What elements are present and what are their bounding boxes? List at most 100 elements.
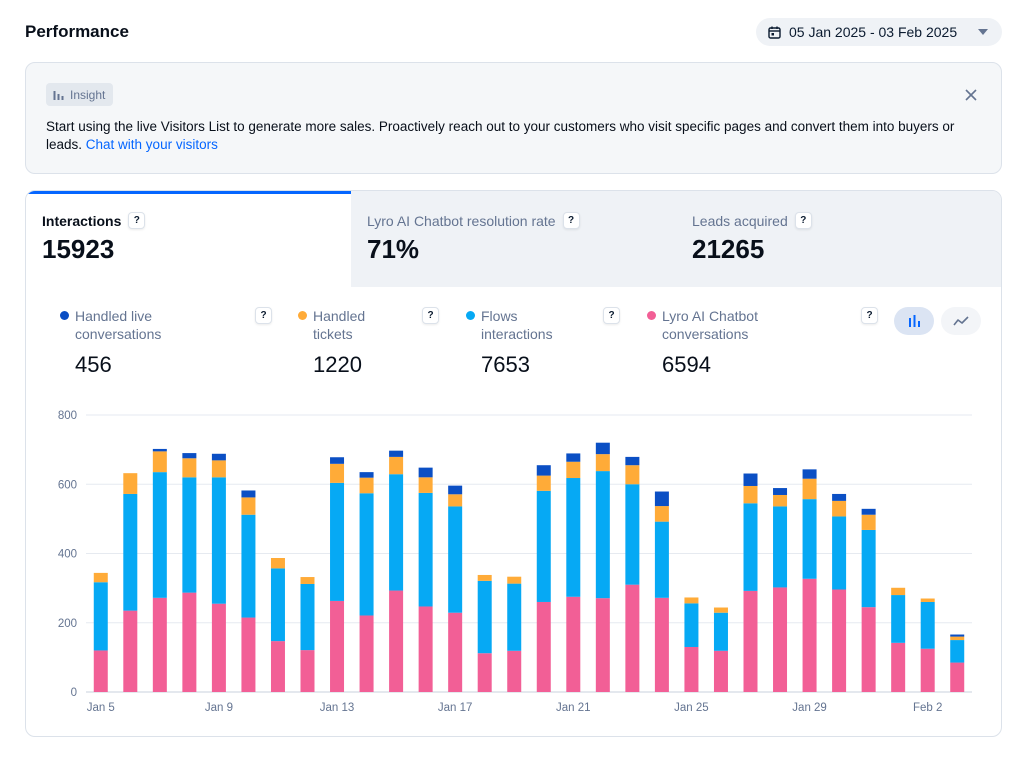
bar-segment xyxy=(891,642,906,692)
bar-segment xyxy=(802,499,817,579)
bar-segment xyxy=(625,584,640,692)
bar-segment xyxy=(566,478,581,597)
bar-segment xyxy=(625,456,640,466)
bar-segment xyxy=(507,576,522,584)
active-tab-indicator xyxy=(26,191,351,194)
bar-segment xyxy=(211,477,226,604)
bar-segment xyxy=(595,598,610,692)
bar-segment xyxy=(773,506,788,588)
bar-segment xyxy=(359,477,374,494)
bar-segment xyxy=(241,617,256,692)
bar-segment xyxy=(182,458,197,478)
x-tick-label: Jan 17 xyxy=(438,702,473,714)
help-icon[interactable]: ? xyxy=(422,307,439,324)
close-icon[interactable] xyxy=(963,87,979,103)
tab-leads-acquired[interactable]: Leads acquired? 21265 xyxy=(676,191,1001,287)
insight-message: Start using the live Visitors List to ge… xyxy=(46,119,955,152)
chat-with-visitors-link[interactable]: Chat with your visitors xyxy=(85,137,218,152)
chevron-down-icon xyxy=(978,29,988,35)
metric-tabs: Interactions? 15923 Lyro AI Chatbot reso… xyxy=(26,191,1001,287)
insight-tag-label: Insight xyxy=(70,87,106,102)
bar-segment xyxy=(359,472,374,478)
help-icon[interactable]: ? xyxy=(128,212,146,229)
bar-segment xyxy=(123,610,138,692)
bar-segment xyxy=(93,650,108,692)
x-tick-label: Jan 13 xyxy=(320,702,355,714)
bar-segment xyxy=(152,451,167,473)
help-icon[interactable]: ? xyxy=(794,212,812,229)
help-icon[interactable]: ? xyxy=(861,307,878,324)
bar-segment xyxy=(832,493,847,501)
tab-leads-acquired-value: 21265 xyxy=(692,234,765,264)
insight-tag: Insight xyxy=(46,83,114,106)
bar-segment xyxy=(743,590,758,692)
bar-segment xyxy=(93,582,108,651)
bar-segment xyxy=(270,568,285,642)
metric-value: 7653 xyxy=(481,352,530,377)
bar-segment xyxy=(654,597,669,692)
bar-segment xyxy=(359,615,374,692)
bar-segment xyxy=(211,453,226,461)
bar-segment xyxy=(950,634,965,637)
insight-chart-icon xyxy=(53,90,64,100)
metric-label: Handled tickets xyxy=(313,308,366,342)
metric-label: Handled live conversations xyxy=(75,308,162,342)
x-tick-label: Jan 9 xyxy=(205,702,233,714)
bar-segment xyxy=(566,453,581,462)
tab-interactions[interactable]: Interactions? 15923 xyxy=(26,191,351,287)
bar-segment xyxy=(950,662,965,692)
bar-segment xyxy=(861,514,876,530)
bar-segment xyxy=(566,596,581,692)
bar-segment xyxy=(654,491,669,507)
bar-segment xyxy=(448,506,463,613)
x-tick-label: Jan 25 xyxy=(674,702,709,714)
bar-segment xyxy=(802,478,817,500)
insight-banner: Insight Start using the live Visitors Li… xyxy=(25,62,1002,174)
help-icon[interactable]: ? xyxy=(562,212,580,229)
bar-segment xyxy=(330,463,345,483)
bar-segment xyxy=(595,442,610,455)
metric-label: Lyro AI Chatbot conversations xyxy=(662,308,758,342)
bar-segment xyxy=(418,477,433,493)
bar-segment xyxy=(241,490,256,498)
date-range-picker[interactable]: 05 Jan 2025 - 03 Feb 2025 xyxy=(756,18,1002,46)
bar-segment xyxy=(448,612,463,692)
bar-segment xyxy=(713,612,728,651)
bar-segment xyxy=(743,485,758,504)
bar-segment xyxy=(861,607,876,692)
bar-segment xyxy=(861,508,876,515)
bar-segment xyxy=(182,453,197,459)
bar-segment xyxy=(832,589,847,692)
bar-segment xyxy=(507,583,522,651)
tab-interactions-value: 15923 xyxy=(42,234,115,264)
bar-segment xyxy=(182,592,197,692)
bar-segment xyxy=(654,506,669,522)
legend-dot xyxy=(60,311,69,320)
bar-segment xyxy=(211,460,226,478)
bar-segment xyxy=(477,580,492,654)
help-icon[interactable]: ? xyxy=(603,307,620,324)
bar-segment xyxy=(861,529,876,608)
line-chart-view-button[interactable] xyxy=(941,307,981,335)
x-tick-label: Jan 21 xyxy=(556,702,591,714)
metric-label: Flows interactions xyxy=(481,308,553,342)
bar-segment xyxy=(448,494,463,507)
bar-segment xyxy=(241,514,256,618)
help-icon[interactable]: ? xyxy=(255,307,272,324)
bar-segment xyxy=(123,493,138,611)
tab-lyro-resolution-rate[interactable]: Lyro AI Chatbot resolution rate? 71% xyxy=(351,191,676,287)
bar-segment xyxy=(182,477,197,593)
bar-segment xyxy=(330,482,345,601)
bar-segment xyxy=(418,492,433,607)
line-chart-icon xyxy=(953,316,969,326)
bar-segment xyxy=(684,603,699,647)
bar-segment xyxy=(625,465,640,485)
bar-segment xyxy=(595,471,610,599)
bar-chart-view-button[interactable] xyxy=(894,307,934,335)
y-tick-label: 600 xyxy=(58,479,77,491)
bar-segment xyxy=(654,521,669,598)
bar-segment xyxy=(418,606,433,692)
tab-leads-acquired-label: Leads acquired xyxy=(692,212,788,229)
bar-segment xyxy=(389,474,404,591)
bar-segment xyxy=(152,448,167,452)
